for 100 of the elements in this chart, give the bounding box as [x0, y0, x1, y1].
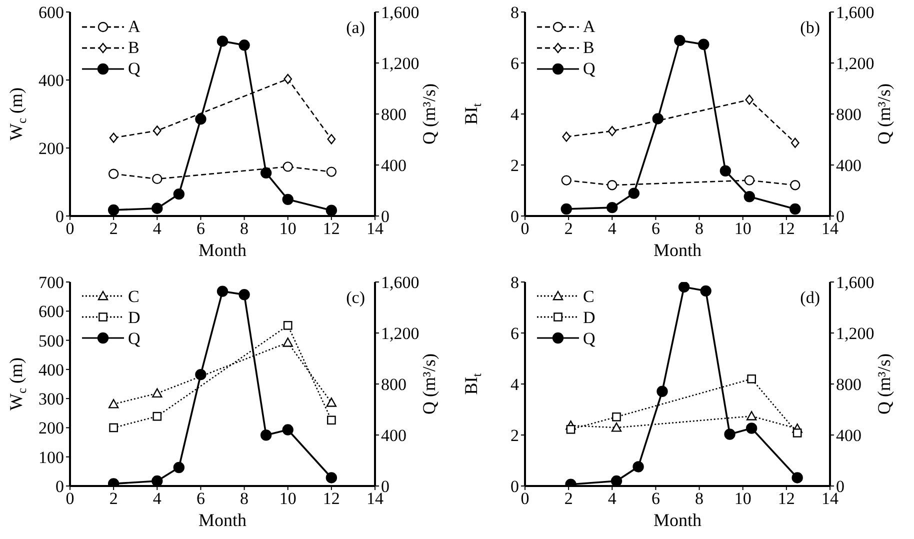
y-tick-label: 300: [38, 389, 64, 408]
x-tick-label: 6: [196, 488, 205, 508]
point: [152, 174, 162, 184]
y-tick-label: 500: [38, 330, 64, 350]
y-tick-label: 6: [510, 54, 519, 74]
y2-tick-label: 800: [381, 374, 406, 394]
y2-tick-label: 1,600: [836, 272, 874, 292]
point: [790, 203, 801, 215]
x-tick-label: 10: [734, 219, 752, 238]
point: [195, 368, 206, 380]
point: [152, 474, 163, 486]
x-tick-label: 2: [109, 219, 118, 238]
x-tick-label: 4: [608, 219, 617, 238]
x-axis-title: Month: [198, 240, 247, 260]
y2-axis-title: Q (m³/s): [874, 84, 894, 144]
x-tick-label: 6: [651, 488, 660, 508]
point: [566, 424, 576, 434]
point: [152, 126, 162, 136]
annotation: (c): [346, 288, 365, 308]
y-tick-label: 8: [510, 3, 519, 22]
y2-tick-label: 0: [381, 207, 390, 226]
point: [108, 168, 119, 179]
point: [560, 203, 572, 215]
y2-tick-label: 1,200: [381, 324, 420, 343]
y2-tick-label: 800: [836, 374, 862, 394]
point: [173, 461, 185, 473]
y2-axis-title: Q (m³/s): [419, 84, 439, 144]
y-tick-label: 4: [510, 374, 520, 394]
x-tick-label: 2: [564, 219, 573, 238]
point: [792, 472, 803, 483]
legend-label: C: [583, 286, 594, 306]
y2-axis-title: Q (m³/s): [874, 353, 894, 414]
point: [326, 204, 338, 216]
legend-label: C: [128, 286, 140, 306]
x-tick-label: 6: [196, 219, 205, 238]
point: [700, 284, 712, 296]
x-tick-label: 4: [152, 488, 162, 508]
point: [282, 337, 293, 346]
x-tick-label: 10: [279, 219, 296, 238]
point: [744, 191, 755, 202]
point: [238, 288, 250, 300]
y-tick-label: 0: [510, 207, 519, 226]
point: [326, 472, 338, 483]
x-tick-label: 8: [240, 219, 249, 238]
legend-label: D: [583, 306, 596, 328]
y2-tick-label: 1,600: [381, 272, 420, 292]
y-tick-label: 4: [510, 105, 520, 124]
point: [152, 388, 162, 398]
y2-tick-label: 1,200: [836, 54, 874, 74]
y2-tick-label: 1,200: [836, 324, 874, 343]
point: [173, 188, 185, 200]
x-tick-label: 2: [564, 488, 573, 508]
y-tick-label: 0: [56, 476, 64, 496]
y-tick-label: 400: [38, 360, 64, 379]
point: [326, 397, 337, 406]
point: [195, 114, 206, 125]
point: [109, 132, 118, 143]
y-tick-label: 0: [510, 476, 519, 496]
y-tick-label: 2: [510, 156, 519, 176]
x-tick-label: 2: [109, 488, 118, 508]
point: [656, 385, 668, 396]
y-tick-label: 400: [38, 71, 64, 90]
annotation: (d): [800, 288, 820, 308]
x-tick-label: 6: [651, 219, 660, 238]
y2-tick-label: 400: [836, 426, 862, 445]
point: [606, 202, 618, 214]
y-tick-label: 2: [510, 426, 519, 445]
x-tick-label: 8: [695, 219, 704, 238]
x-tick-label: 12: [322, 488, 340, 508]
point: [792, 428, 802, 437]
point: [744, 175, 754, 186]
point: [326, 166, 337, 177]
x-axis-title: Month: [653, 510, 702, 530]
point: [720, 165, 732, 176]
point: [327, 415, 336, 424]
y-tick-label: 600: [38, 302, 64, 321]
point: [562, 132, 571, 142]
x-tick-label: 8: [240, 488, 249, 508]
y-tick-label: 6: [510, 324, 519, 343]
legend-label: B: [583, 37, 594, 58]
annotation: (a): [346, 18, 365, 38]
point: [260, 429, 272, 440]
legend-label: B: [128, 37, 140, 58]
y-tick-label: 700: [38, 272, 64, 292]
point: [790, 138, 800, 148]
legend-label: A: [128, 16, 140, 37]
legend-label: Q: [128, 328, 140, 348]
point: [260, 167, 272, 179]
x-tick-label: 4: [608, 488, 617, 508]
point: [108, 204, 120, 216]
legend-label: Q: [583, 58, 596, 79]
y2-axis-title: Q (m³/s): [419, 353, 439, 414]
point: [152, 411, 162, 420]
point: [282, 162, 293, 172]
y2-tick-label: 0: [836, 207, 844, 226]
y-tick-label: 200: [38, 418, 64, 438]
point: [790, 180, 800, 190]
point: [282, 194, 294, 206]
x-axis-title: Month: [198, 510, 247, 530]
y2-tick-label: 1,600: [381, 3, 420, 22]
